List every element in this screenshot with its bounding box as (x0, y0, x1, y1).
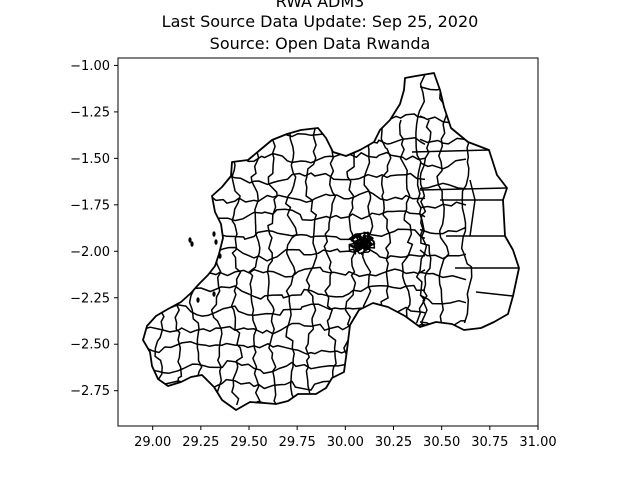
island-marker (190, 241, 194, 247)
admin-boundaries-layer (142, 72, 520, 411)
sector-boundary (419, 182, 467, 190)
sector-boundary (143, 113, 426, 126)
kigali-sector-boundary (355, 243, 370, 256)
map-update-line: Last Source Data Update: Sep 25, 2020 (161, 12, 479, 31)
sector-boundary (266, 119, 278, 406)
x-tick-label: 30.00 (327, 435, 364, 450)
island-marker (218, 253, 222, 259)
sector-boundary (419, 226, 467, 235)
y-tick-label: −2.00 (70, 245, 110, 260)
sector-boundary (419, 158, 467, 170)
axes-frame (117, 57, 539, 427)
x-tick-label: 30.75 (471, 435, 508, 450)
y-tick-label: −2.75 (70, 384, 110, 399)
map-source-line: Source: Open Data Rwanda (209, 34, 431, 53)
island-marker (196, 297, 200, 303)
island-marker (214, 239, 218, 245)
kigali-sector-boundary (360, 231, 374, 244)
x-tick-label: 30.50 (423, 435, 460, 450)
sector-boundary (419, 271, 467, 281)
y-tick-label: −1.00 (70, 59, 110, 74)
island-marker (188, 237, 192, 243)
kigali-sector-boundary (348, 243, 363, 255)
sector-boundary (419, 137, 467, 145)
country-outline (142, 72, 520, 411)
y-tick-label: −1.25 (70, 105, 110, 120)
district-boundary (469, 179, 476, 201)
sector-boundary (415, 73, 428, 324)
y-axis: −1.00 −1.25 −1.50 −1.75 −2.00 −2.25 −2.50 −2.75 (70, 59, 118, 399)
sector-boundary (419, 201, 467, 209)
x-tick-label: 29.25 (182, 435, 219, 450)
x-tick-label: 29.75 (279, 435, 316, 450)
x-axis: 29.00 29.25 29.50 29.75 30.00 30.25 30.50 30.75… (134, 426, 557, 450)
district-boundary (411, 149, 490, 153)
island-marker (212, 291, 216, 297)
x-tick-label: 30.25 (375, 435, 412, 450)
y-tick-label: −1.50 (70, 152, 110, 167)
x-tick-label: 29.00 (134, 435, 171, 450)
district-boundary (475, 291, 514, 297)
x-tick-label: 29.50 (230, 435, 267, 450)
sector-boundary (304, 119, 318, 406)
sector-boundary (419, 294, 467, 305)
sector-boundary (323, 119, 337, 406)
y-tick-label: −2.50 (70, 338, 110, 353)
y-tick-label: −1.75 (70, 198, 110, 213)
district-boundary (419, 187, 508, 191)
sector-boundary (143, 119, 146, 406)
sector-boundary (228, 119, 243, 406)
map-title: RWA ADM3 (275, 0, 365, 11)
sector-boundary (419, 249, 467, 260)
y-tick-label: −2.25 (70, 291, 110, 306)
sector-boundary (284, 119, 298, 406)
island-marker (212, 231, 216, 237)
sector-boundary (248, 119, 261, 406)
district-boundary (469, 199, 476, 237)
kigali-sector-boundary (351, 233, 365, 245)
x-tick-label: 31.00 (519, 435, 556, 450)
